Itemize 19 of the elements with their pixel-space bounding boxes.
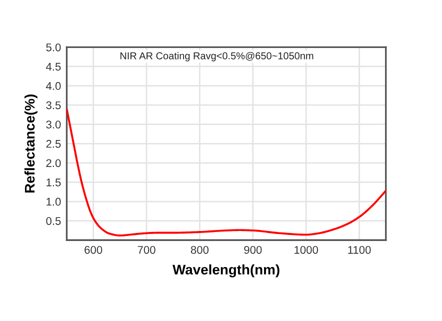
y-axis-title: Reflectance(%) <box>24 94 38 192</box>
y-tick-label: 3.0 <box>46 120 61 128</box>
y-tick-label: 1.5 <box>46 178 61 186</box>
chart-title: NIR AR Coating Ravg<0.5%@650~1050nm <box>120 52 314 62</box>
y-tick-label: 4.0 <box>46 82 61 90</box>
x-tick-label: 1100 <box>348 246 371 254</box>
y-tick-label: 4.5 <box>46 62 61 71</box>
x-tick-label: 1000 <box>294 246 318 254</box>
y-tick-label: 2.5 <box>46 140 61 148</box>
x-tick-label: 800 <box>190 246 209 254</box>
x-tick-label: 700 <box>138 246 156 254</box>
y-tick-label: 5.0 <box>46 43 61 52</box>
x-tick-label: 900 <box>244 246 262 254</box>
x-axis-title: Wavelength(nm) <box>172 264 280 278</box>
y-tick-label: 3.5 <box>46 101 61 110</box>
x-tick-label: 600 <box>84 246 102 254</box>
y-tick-label: 0.5 <box>46 217 61 225</box>
y-tick-label: 1.0 <box>46 198 61 206</box>
y-tick-label: 2.0 <box>46 159 61 168</box>
